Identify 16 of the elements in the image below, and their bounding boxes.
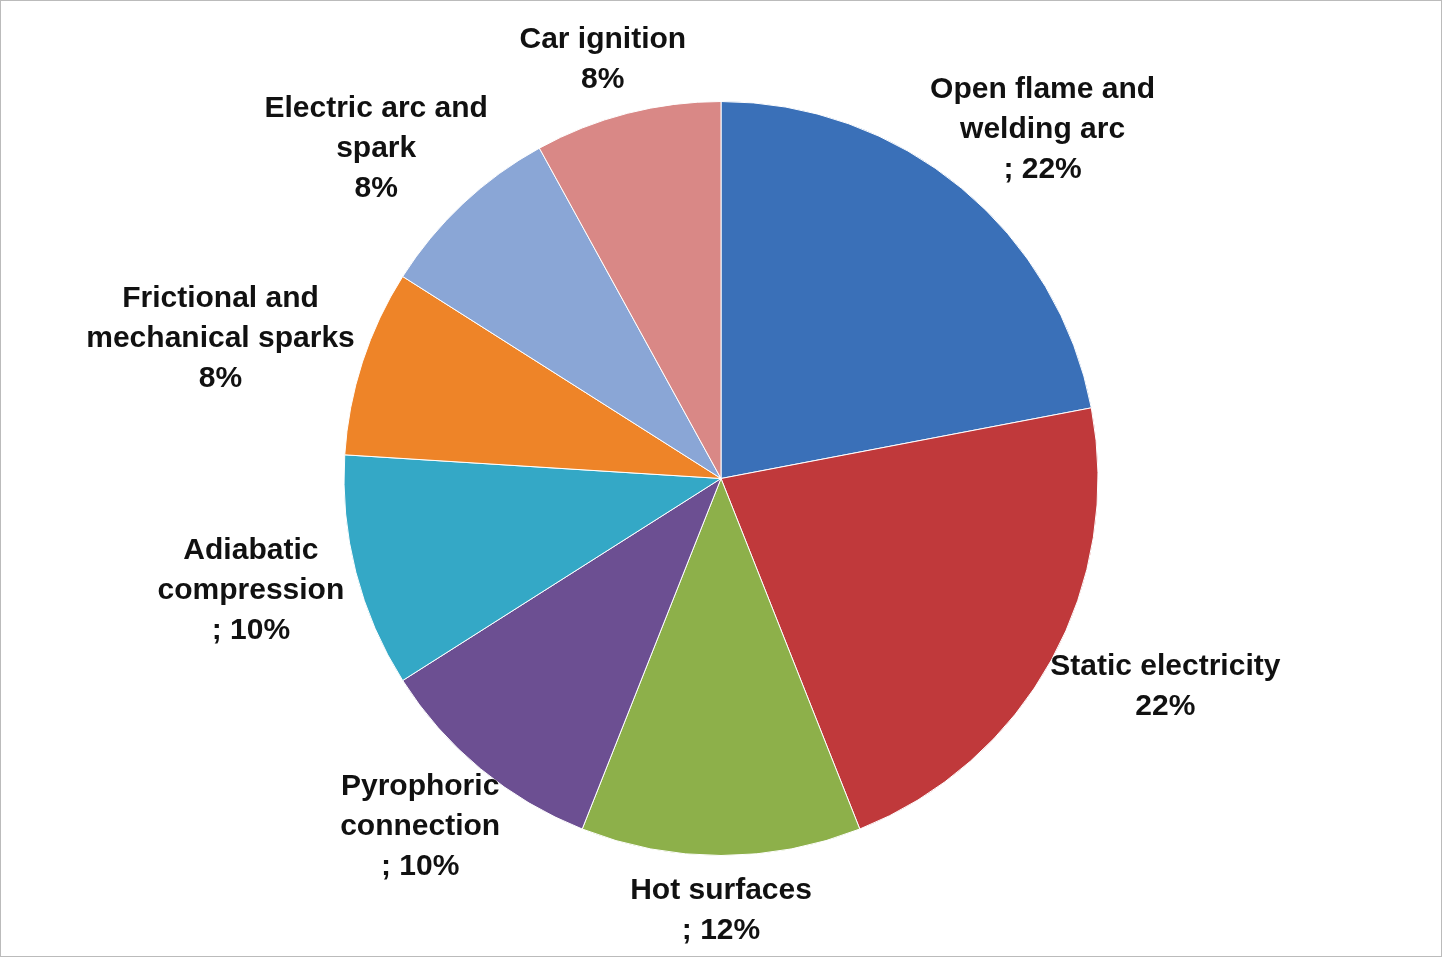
slice-label: Adiabatic compression [157, 532, 345, 606]
slice-label: Frictional and mechanical sparks [86, 280, 355, 354]
data-label: 22% [1135, 687, 1196, 721]
data-label: ; 22% [1003, 151, 1082, 185]
data-label: ; 10% [211, 612, 291, 646]
data-label: 8% [581, 61, 625, 95]
slice-label: Static electricity [1050, 647, 1281, 681]
data-label: 8% [198, 360, 243, 394]
slice-label: Open flame and welding arc [930, 71, 1156, 145]
slice-label: Hot surfaces [630, 871, 812, 905]
slice-label: Pyrophoric connection [340, 768, 501, 842]
data-label: 8% [354, 170, 398, 204]
data-label: ; 12% [681, 911, 761, 945]
slice-label: Electric arc and spark [264, 90, 488, 164]
slice-label: Car ignition [519, 21, 687, 55]
data-label: ; 10% [380, 848, 460, 882]
